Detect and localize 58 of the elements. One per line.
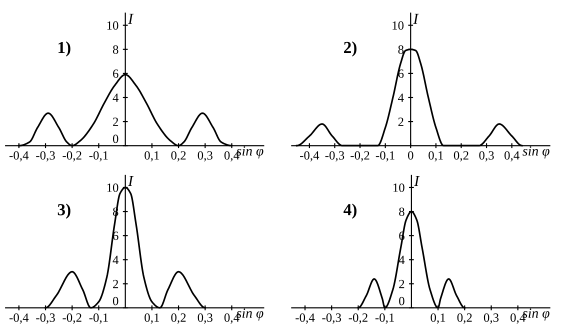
x-tick-label: 0,4 bbox=[504, 151, 520, 162]
x-tick-label: -0,1 bbox=[375, 313, 394, 324]
x-axis-title: sin φ bbox=[522, 146, 550, 158]
x-tick-label: 0,2 bbox=[171, 151, 186, 162]
x-tick-label: 0,1 bbox=[428, 151, 443, 162]
y-axis-title: I bbox=[414, 176, 420, 186]
y-tick-label: 8 bbox=[399, 208, 404, 216]
x-tick-label: 0,1 bbox=[144, 313, 159, 324]
text: 4) bbox=[344, 204, 356, 219]
y-tick-label: 0 bbox=[399, 296, 404, 306]
y-tick-label: 8 bbox=[112, 45, 118, 54]
y-axis-title: I bbox=[413, 14, 419, 24]
x-tick-label: 0,2 bbox=[171, 313, 186, 324]
x-tick-label: 0,3 bbox=[198, 151, 212, 162]
x-tick-label: -0,3 bbox=[322, 313, 342, 324]
x-tick-label: -0,1 bbox=[89, 151, 108, 162]
y-tick-label: 0 bbox=[112, 296, 118, 306]
x-tick-label: -0,2 bbox=[350, 151, 370, 162]
x-tick-label: -0,2 bbox=[62, 151, 82, 162]
y-tick-label: 2 bbox=[113, 118, 118, 126]
text: 1) bbox=[58, 41, 70, 57]
y-tick-label: 2 bbox=[398, 118, 404, 126]
y-tick-label: 8 bbox=[398, 45, 404, 54]
x-tick-label: -0,4 bbox=[300, 151, 320, 162]
x-tick-label: -0,1 bbox=[89, 313, 108, 324]
y-tick-label: 10 bbox=[107, 183, 118, 192]
y-tick-label: 4 bbox=[112, 256, 119, 264]
text: 3) bbox=[58, 204, 70, 219]
x-tick-label: -0,3 bbox=[36, 313, 55, 324]
y-tick-label: 4 bbox=[398, 256, 405, 264]
x-tick-label: 0 bbox=[408, 151, 414, 160]
x-tick-label: 0,1 bbox=[430, 313, 446, 324]
x-tick-label: -0,3 bbox=[36, 151, 55, 162]
x-tick-label: 0,3 bbox=[479, 151, 494, 162]
x-tick-label: -0,4 bbox=[296, 313, 315, 324]
x-tick-label: -0,2 bbox=[348, 313, 368, 324]
x-tick-label: 0,1 bbox=[144, 151, 159, 162]
y-tick-label: 10 bbox=[393, 183, 404, 192]
y-tick-label: 4 bbox=[112, 94, 119, 102]
x-tick-label: -0,4 bbox=[9, 313, 29, 324]
y-tick-label: 0 bbox=[112, 134, 118, 144]
x-tick-label: -0,3 bbox=[325, 151, 344, 162]
y-axis-title: I bbox=[128, 176, 134, 186]
x-tick-label: 0,2 bbox=[454, 151, 468, 162]
x-tick-label: -0,2 bbox=[62, 313, 82, 324]
y-tick-label: 2 bbox=[399, 280, 404, 288]
y-axis-title: I bbox=[128, 14, 134, 24]
y-tick-label: 4 bbox=[398, 94, 404, 102]
text: 2) bbox=[344, 41, 356, 57]
x-tick-label: 0,2 bbox=[457, 313, 472, 324]
x-tick-label: 0,3 bbox=[484, 313, 499, 324]
x-tick-label: -0,4 bbox=[9, 151, 29, 162]
y-tick-label: 10 bbox=[107, 21, 118, 30]
x-tick-label: -0,1 bbox=[376, 151, 394, 162]
x-tick-label: 0,3 bbox=[198, 313, 212, 324]
y-tick-label: 6 bbox=[113, 69, 118, 78]
y-tick-label: 2 bbox=[113, 280, 118, 288]
y-tick-label: 10 bbox=[392, 21, 404, 30]
